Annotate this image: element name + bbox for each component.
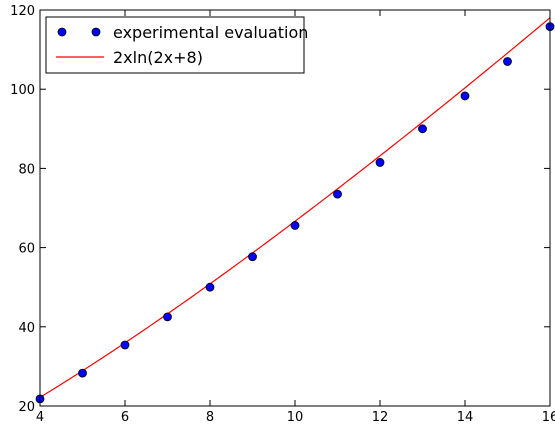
legend-marker-experimental [57,27,67,37]
x-tick-label: 12 [372,410,389,425]
y-tick-label: 120 [10,4,35,19]
data-point [163,312,172,322]
legend-label-experimental: experimental evaluation [113,23,308,42]
data-point [418,124,427,134]
legend-label-fit: 2xln(2x+8) [113,48,203,67]
x-tick-label: 8 [206,410,214,425]
data-point [290,221,300,230]
data-point [333,189,342,199]
x-tick-label: 14 [457,410,474,425]
data-point [78,368,87,378]
x-tick-label: 16 [542,410,555,425]
y-tick-label: 40 [18,321,35,336]
x-tick-label: 6 [121,410,129,425]
data-point [460,91,470,101]
data-point [248,252,257,262]
data-point [503,57,512,66]
data-point [375,158,385,167]
legend-box [45,16,305,74]
y-tick-label: 20 [18,400,35,415]
y-tick-label: 100 [10,83,35,98]
axis-ticks: 4 6 8 10 12 14 16 20 40 60 80 100 120 [10,4,555,425]
data-point [120,340,130,350]
legend: experimental evaluation 2xln(2x+8) [45,16,308,74]
plot-marks [35,17,555,404]
x-tick-label: 10 [287,410,304,425]
x-tick-label: 4 [36,410,44,425]
y-tick-label: 80 [18,162,35,177]
series-line-fit [40,17,550,398]
data-point [205,282,215,292]
y-tick-label: 60 [18,242,35,257]
legend-marker-experimental-2 [91,27,101,37]
